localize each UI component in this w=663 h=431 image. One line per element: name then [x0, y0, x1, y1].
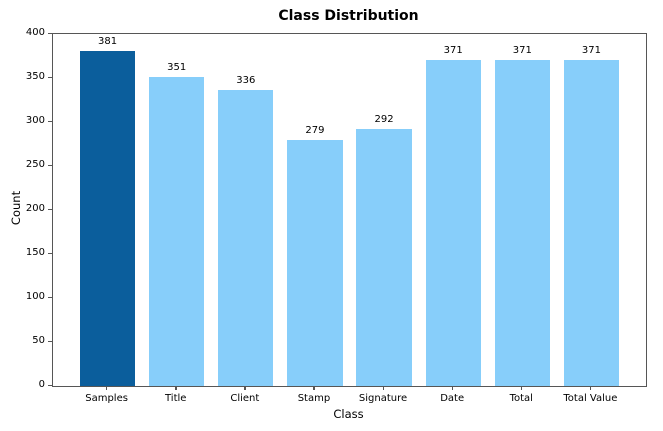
- x-tick-mark: [451, 386, 453, 391]
- plot-area: 381 351 336 279 292 371 371 371: [52, 33, 647, 387]
- bar-value-label: 292: [374, 114, 394, 126]
- y-axis-label: Count: [9, 190, 23, 226]
- x-tick-mark: [244, 386, 246, 391]
- x-axis-label: Class: [333, 407, 364, 421]
- x-tick-mark: [520, 386, 523, 391]
- y-tick-mark: [48, 252, 52, 254]
- bar-value-label: 336: [236, 75, 256, 87]
- y-tick-label: 200: [25, 202, 45, 214]
- x-tick-mark: [589, 386, 592, 391]
- x-tick-label: Title: [164, 393, 187, 404]
- bar-date: [425, 59, 481, 386]
- bar-total-value: [563, 59, 620, 386]
- y-tick-mark: [48, 32, 52, 34]
- y-tick-mark: [48, 340, 52, 342]
- bar-stamp: [287, 140, 343, 386]
- x-tick-label: Client: [230, 393, 260, 404]
- bar-signature: [356, 129, 412, 386]
- y-tick-mark: [48, 296, 52, 298]
- y-tick-label: 100: [25, 290, 45, 302]
- x-tick-mark: [175, 386, 177, 391]
- y-tick-label: 400: [25, 26, 45, 38]
- x-tick-label: Date: [440, 393, 465, 404]
- y-tick-label: 250: [25, 158, 45, 170]
- y-tick-label: 50: [32, 334, 45, 346]
- y-tick-mark: [48, 164, 52, 166]
- x-tick-label: Total: [509, 393, 533, 404]
- bar-value-label: 371: [443, 44, 463, 56]
- y-tick-label: 350: [25, 70, 45, 82]
- bar-title: [149, 77, 205, 386]
- x-tick-mark: [382, 386, 384, 391]
- bar-client: [218, 90, 274, 386]
- y-tick-mark: [48, 208, 52, 210]
- y-tick-label: 300: [25, 114, 45, 126]
- y-tick-label: 0: [38, 378, 45, 390]
- bar-samples: [79, 50, 136, 386]
- y-tick-mark: [48, 76, 52, 78]
- bar-value-label: 351: [167, 62, 187, 74]
- bar-total: [494, 59, 550, 386]
- bar-value-label: 371: [512, 44, 532, 56]
- x-tick-mark: [106, 386, 108, 391]
- x-tick-label: Stamp: [297, 393, 331, 404]
- y-tick-label: 150: [25, 246, 45, 258]
- x-tick-label: Signature: [358, 393, 408, 404]
- bar-value-label: 371: [581, 44, 601, 56]
- chart-title: Class Distribution: [278, 8, 419, 24]
- y-tick-mark: [48, 120, 52, 122]
- bar-value-label: 279: [305, 125, 325, 137]
- x-tick-label: Samples: [85, 393, 128, 404]
- x-tick-label: Total Value: [563, 393, 618, 404]
- x-tick-mark: [313, 386, 315, 391]
- y-tick-mark: [48, 384, 52, 386]
- bar-value-label: 381: [98, 35, 118, 47]
